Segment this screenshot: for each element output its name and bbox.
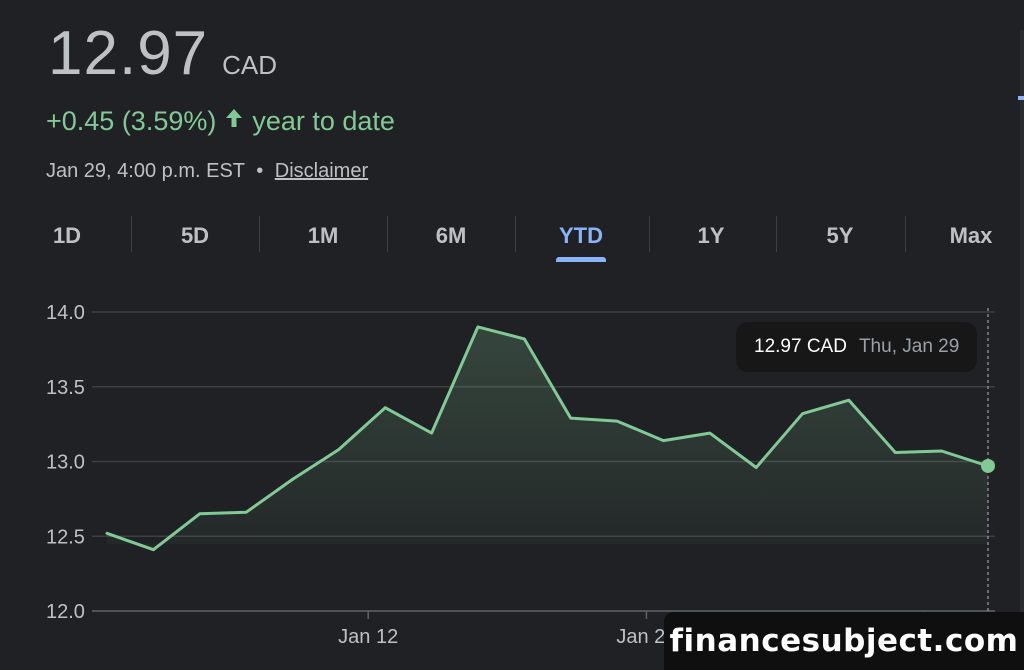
price-header: 12.97 CAD: [48, 18, 277, 89]
tab-ytd[interactable]: YTD: [531, 214, 631, 262]
tooltip-date: Thu, Jan 29: [858, 336, 960, 357]
side-panel-accent: [1018, 96, 1024, 100]
price-line: [105, 325, 990, 552]
current-price: 12.97: [48, 19, 209, 88]
tab-divider: [259, 216, 260, 252]
watermark: financesubject.com: [664, 612, 1024, 670]
x-tick-label: Jan 20: [616, 626, 676, 648]
arrow-up-icon: [224, 107, 244, 136]
tab-label: 6M: [435, 223, 467, 248]
tab-5y[interactable]: 5Y: [790, 214, 890, 258]
area-fill: [107, 326, 988, 550]
quote-meta: Jan 29, 4:00 p.m. EST • Disclaimer: [46, 160, 368, 183]
y-tick-label: 13.0: [46, 452, 85, 474]
currency-label: CAD: [222, 50, 278, 80]
tab-label: 1M: [307, 223, 339, 248]
tab-label: Max: [949, 223, 993, 248]
tab-divider: [515, 216, 516, 252]
tab-divider: [776, 216, 777, 252]
tab-label: YTD: [559, 223, 603, 248]
price-change: +0.45 (3.59%) year to date: [46, 106, 395, 137]
change-period: year to date: [252, 106, 395, 136]
tab-divider: [649, 216, 650, 252]
tab-label: 1D: [52, 223, 82, 248]
disclaimer-link[interactable]: Disclaimer: [274, 160, 369, 182]
y-tick-label: 14.0: [46, 302, 85, 324]
range-tabs: 1D 5D 1M 6M YTD 1Y 5Y Max: [0, 214, 1024, 264]
chart-tooltip: 12.97 CAD Thu, Jan 29: [736, 322, 978, 372]
y-tick-label: 12.5: [46, 526, 85, 548]
tab-1d[interactable]: 1D: [17, 214, 117, 258]
timestamp: Jan 29, 4:00 p.m. EST: [46, 160, 245, 182]
tab-divider: [131, 216, 132, 252]
y-tick-label: 12.0: [46, 601, 85, 623]
hover-point: [981, 458, 995, 473]
tab-label: 1Y: [697, 223, 725, 248]
tab-5d[interactable]: 5D: [145, 214, 245, 258]
y-tick-label: 13.5: [46, 377, 85, 399]
tab-label: 5Y: [826, 223, 854, 248]
tab-divider: [905, 216, 906, 252]
side-panel-edge: [1020, 30, 1024, 630]
tab-1m[interactable]: 1M: [273, 214, 373, 258]
tab-6m[interactable]: 6M: [401, 214, 501, 258]
tab-divider: [387, 216, 388, 252]
tooltip-price: 12.97 CAD: [754, 336, 847, 357]
x-tick-label: Jan 12: [338, 626, 398, 648]
tab-1y[interactable]: 1Y: [661, 214, 761, 258]
tab-max[interactable]: Max: [921, 214, 1021, 258]
tab-label: 5D: [180, 223, 210, 248]
change-value: +0.45 (3.59%): [46, 106, 217, 136]
active-tab-indicator: [556, 257, 606, 262]
meta-separator: •: [256, 160, 264, 182]
